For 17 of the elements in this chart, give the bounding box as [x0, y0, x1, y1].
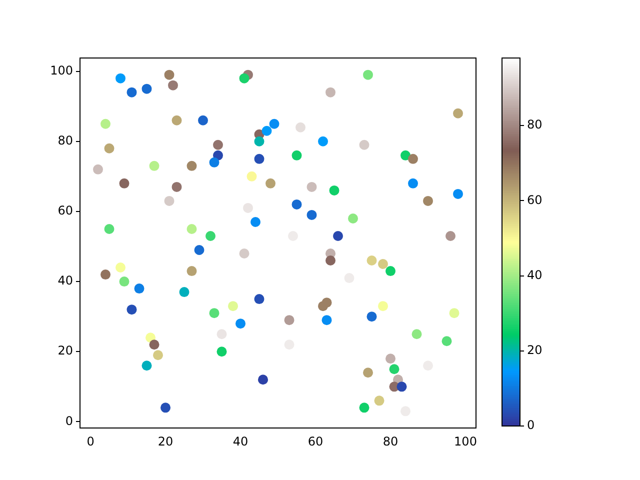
y-tick-label: 80	[58, 134, 73, 148]
y-tick-label: 20	[58, 344, 73, 358]
y-tick-label: 40	[58, 274, 73, 288]
x-tick-label: 60	[308, 434, 324, 448]
color-bar-label: 0	[527, 418, 535, 432]
y-tick-label: 60	[58, 204, 73, 218]
color-bar-label: 60	[527, 192, 542, 207]
y-tick-label: 100	[50, 63, 73, 78]
x-tick-label: 0	[86, 434, 94, 448]
x-tick-label: 80	[382, 434, 398, 448]
x-tick-label: 40	[232, 434, 248, 448]
color-bar-label: 20	[527, 343, 542, 358]
x-tick-label: 100	[454, 434, 477, 448]
color-bar-label: 40	[527, 268, 542, 282]
color-bar-label: 80	[527, 118, 542, 132]
x-tick-label: 20	[158, 434, 174, 448]
y-tick-label: 0	[65, 414, 73, 428]
